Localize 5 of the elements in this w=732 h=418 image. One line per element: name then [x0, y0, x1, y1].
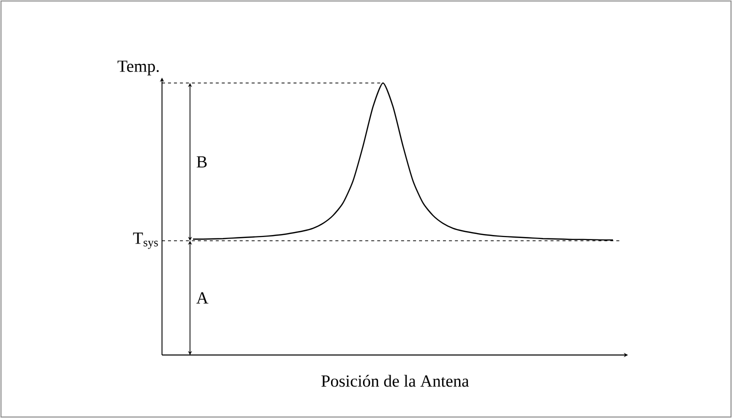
- x-axis-title: Posición de la Antena: [321, 374, 469, 387]
- y-axis-title: Temp.: [118, 60, 159, 76]
- annotation: A: [196, 292, 208, 304]
- ref-line-label: T$_{sys}$: [133, 232, 158, 249]
- annotation: B: [196, 156, 207, 168]
